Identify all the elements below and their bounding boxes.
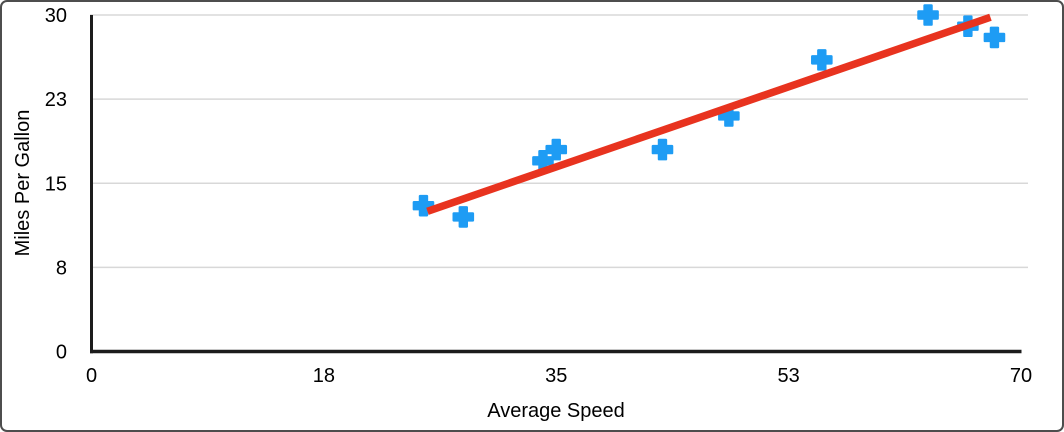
y-tick-label: 15: [45, 173, 67, 195]
data-point-marker: [917, 4, 939, 26]
x-tick-label: 70: [1010, 365, 1032, 387]
gridlines-group: [90, 14, 1028, 269]
tick-labels-group: 0 8 15 23 30 0 18 35 53 70: [45, 5, 1032, 387]
x-tick-label: 53: [778, 365, 800, 387]
axes-group: [90, 15, 1022, 354]
data-point-marker: [532, 150, 554, 172]
data-point-marker: [651, 138, 674, 161]
x-tick-label: 18: [313, 365, 335, 387]
data-point-marker: [452, 206, 475, 228]
y-tick-label: 0: [56, 342, 67, 364]
trendline-group: [426, 13, 992, 215]
y-tick-label: 23: [45, 89, 67, 111]
y-tick-label: 8: [56, 257, 67, 279]
x-tick-label: 35: [545, 365, 567, 387]
data-points-group: [412, 4, 1006, 228]
x-axis-title: Average Speed: [487, 400, 625, 422]
data-point-marker: [811, 49, 833, 71]
trendline: [426, 13, 992, 215]
data-point-marker: [545, 138, 568, 161]
data-point-marker: [983, 26, 1006, 49]
y-tick-label: 30: [45, 5, 67, 27]
y-axis-title: Miles Per Gallon: [12, 110, 34, 257]
x-tick-label: 0: [86, 365, 97, 387]
